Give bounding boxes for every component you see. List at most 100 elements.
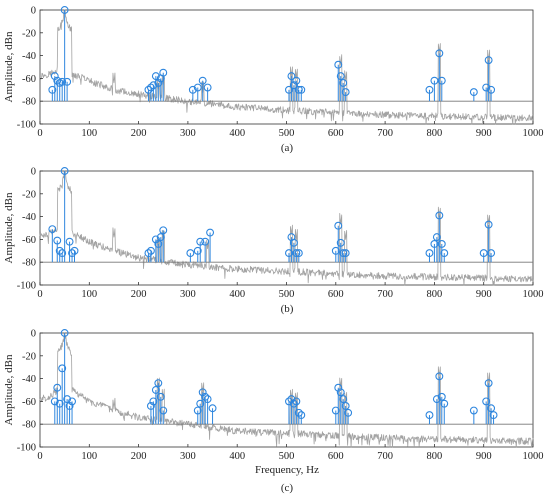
harmonic-marker bbox=[60, 6, 69, 14]
harmonic-marker bbox=[186, 249, 195, 258]
x-tick-label: 400 bbox=[229, 451, 245, 462]
harmonic-marker bbox=[479, 249, 488, 258]
harmonic-marker bbox=[339, 79, 348, 87]
panel-label-b: (b) bbox=[281, 303, 294, 315]
harmonic-marker bbox=[344, 408, 353, 417]
harmonic-marker bbox=[285, 397, 293, 406]
harmonic-marker bbox=[58, 364, 67, 373]
harmonic-marker bbox=[193, 83, 202, 92]
harmonic-marker bbox=[53, 76, 62, 85]
harmonic-marker bbox=[294, 249, 303, 258]
x-tick-label: 100 bbox=[81, 289, 97, 300]
x-tick-label: 0 bbox=[37, 451, 42, 462]
x-axis-label-c: Frequency, Hz bbox=[255, 464, 319, 476]
harmonic-marker bbox=[334, 60, 343, 69]
harmonic-marker bbox=[154, 240, 163, 248]
harmonic-marker bbox=[65, 402, 74, 410]
harmonic-marker bbox=[151, 235, 160, 244]
harmonic-marker bbox=[203, 83, 212, 92]
spectrum-trace-line bbox=[39, 9, 534, 125]
harmonic-marker bbox=[159, 68, 168, 77]
harmonic-marker bbox=[70, 246, 79, 255]
x-tick-label: 700 bbox=[377, 451, 393, 462]
x-tick-label: 1000 bbox=[523, 451, 544, 462]
harmonic-marker bbox=[469, 88, 478, 97]
harmonic-marker bbox=[68, 397, 76, 406]
harmonic-marker bbox=[55, 246, 64, 255]
y-tick-label: -20 bbox=[22, 189, 36, 200]
y-tick-label: -100 bbox=[17, 443, 36, 454]
harmonic-marker bbox=[68, 249, 76, 258]
x-tick-label: 200 bbox=[131, 451, 147, 462]
harmonic-marker bbox=[60, 167, 69, 175]
harmonic-marker bbox=[432, 395, 441, 404]
y-tick-label: -20 bbox=[22, 28, 36, 39]
harmonic-marker bbox=[154, 79, 163, 87]
harmonic-marker bbox=[63, 77, 72, 86]
harmonic-marker bbox=[292, 249, 301, 258]
x-tick-label: 500 bbox=[279, 451, 295, 462]
harmonic-marker bbox=[285, 85, 293, 94]
harmonic-marker bbox=[294, 408, 303, 417]
harmonic-marker bbox=[146, 246, 155, 255]
harmonic-marker bbox=[198, 76, 207, 85]
harmonic-marker bbox=[336, 72, 345, 81]
harmonic-marker bbox=[437, 392, 446, 401]
harmonic-marker bbox=[149, 397, 158, 406]
harmonic-marker bbox=[334, 383, 343, 392]
harmonic-marker bbox=[331, 406, 340, 415]
harmonic-marker bbox=[435, 49, 444, 58]
x-tick-label: 100 bbox=[81, 451, 97, 462]
x-tick-label: 900 bbox=[476, 128, 492, 139]
harmonic-marker bbox=[287, 72, 296, 81]
harmonic-marker bbox=[484, 379, 493, 388]
panel-c: 0 100 200 300 400 500 600 700 800 900 1000 0 -20 -40 -… bbox=[3, 329, 544, 495]
x-tick-label: 800 bbox=[427, 289, 443, 300]
harmonic-marker bbox=[53, 236, 62, 245]
harmonic-marker bbox=[292, 397, 301, 406]
harmonic-marker bbox=[484, 56, 493, 65]
harmonic-marker bbox=[53, 383, 62, 392]
harmonic-marker bbox=[196, 237, 205, 246]
x-tick-label: 700 bbox=[377, 289, 393, 300]
harmonic-marker bbox=[289, 399, 298, 408]
y-tick-label: -40 bbox=[22, 212, 36, 223]
harmonic-marker bbox=[297, 411, 306, 420]
harmonic-marker bbox=[144, 249, 153, 258]
y-tick-label: 0 bbox=[31, 167, 36, 178]
harmonic-marker bbox=[65, 237, 74, 246]
plot-area-a bbox=[39, 9, 534, 125]
harmonic-marker bbox=[292, 76, 301, 85]
y-tick-label: -100 bbox=[17, 120, 36, 131]
panel-label-a: (a) bbox=[281, 142, 294, 154]
x-tick-label: 1000 bbox=[523, 289, 544, 300]
x-tick-label: 0 bbox=[37, 128, 42, 139]
harmonic-marker bbox=[198, 388, 207, 397]
harmonic-marker bbox=[430, 76, 439, 85]
x-tick-label: 600 bbox=[328, 451, 344, 462]
harmonic-marker bbox=[58, 249, 67, 258]
harmonic-marker bbox=[469, 406, 478, 415]
harmonic-marker bbox=[154, 379, 163, 388]
harmonic-marker bbox=[151, 386, 160, 394]
harmonic-marker bbox=[159, 406, 168, 415]
panel-label-c: (c) bbox=[281, 482, 294, 494]
harmonic-marker bbox=[151, 72, 160, 81]
plot-area-b bbox=[39, 170, 534, 286]
harmonic-marker bbox=[55, 399, 64, 408]
harmonic-marker bbox=[188, 85, 197, 94]
y-tick-label: -80 bbox=[22, 97, 36, 108]
harmonic-marker bbox=[201, 392, 210, 401]
harmonic-marker bbox=[430, 240, 439, 248]
x-tick-label: 400 bbox=[229, 128, 245, 139]
harmonic-marker bbox=[156, 392, 165, 401]
harmonic-marker bbox=[437, 76, 446, 85]
plot-marks-c bbox=[39, 329, 534, 448]
y-tick-label: -20 bbox=[22, 351, 36, 362]
harmonic-marker bbox=[487, 249, 496, 258]
harmonic-marker bbox=[146, 83, 155, 92]
harmonic-marker bbox=[285, 249, 293, 258]
harmonic-marker bbox=[297, 85, 306, 94]
panel-b: 0 100 200 300 400 500 600 700 800 900 1000 0 -20 -40 -… bbox=[3, 167, 544, 316]
